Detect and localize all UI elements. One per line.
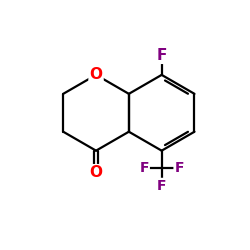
Text: O: O [90,68,102,82]
Text: F: F [174,161,184,175]
Text: F: F [157,179,166,193]
Text: O: O [90,165,102,180]
Text: F: F [139,161,149,175]
Text: F: F [156,48,167,63]
